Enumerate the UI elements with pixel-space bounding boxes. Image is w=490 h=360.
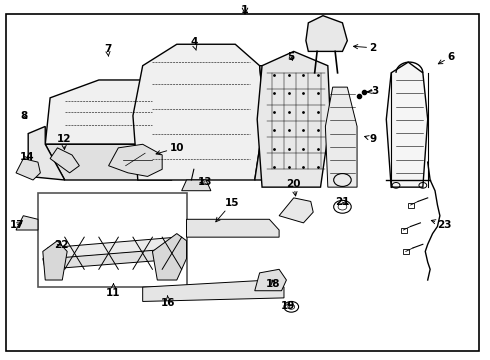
Text: 10: 10 [156, 143, 184, 155]
Text: 3: 3 [368, 86, 379, 96]
Text: 18: 18 [266, 279, 280, 289]
Text: 19: 19 [281, 301, 295, 311]
Text: 16: 16 [161, 296, 176, 308]
Polygon shape [16, 158, 40, 180]
Text: 20: 20 [287, 179, 301, 196]
Text: 14: 14 [20, 152, 34, 162]
Polygon shape [306, 16, 347, 51]
Bar [403, 249, 409, 254]
Text: 6: 6 [439, 52, 454, 64]
Text: 11: 11 [106, 284, 121, 297]
Polygon shape [255, 269, 287, 291]
Polygon shape [386, 62, 428, 187]
Polygon shape [182, 180, 211, 191]
Text: 13: 13 [198, 177, 212, 187]
Polygon shape [28, 126, 65, 180]
Polygon shape [143, 280, 284, 301]
Polygon shape [43, 248, 184, 269]
Polygon shape [45, 144, 172, 180]
Polygon shape [43, 241, 67, 280]
Text: 12: 12 [56, 134, 71, 149]
Text: 7: 7 [104, 44, 111, 57]
Text: 8: 8 [20, 111, 27, 121]
Bar [401, 228, 407, 233]
Polygon shape [50, 148, 79, 173]
Polygon shape [48, 237, 184, 258]
Text: 9: 9 [365, 134, 376, 144]
Text: 21: 21 [335, 197, 350, 207]
Text: 1: 1 [241, 5, 249, 15]
Bar [408, 203, 414, 208]
Polygon shape [152, 234, 187, 280]
Polygon shape [187, 219, 279, 237]
Polygon shape [255, 66, 274, 180]
Text: 5: 5 [288, 52, 295, 62]
Text: 4: 4 [190, 37, 197, 50]
Polygon shape [325, 87, 357, 187]
Polygon shape [45, 80, 167, 144]
Polygon shape [279, 198, 313, 223]
Text: 15: 15 [216, 198, 239, 222]
Polygon shape [257, 51, 330, 187]
Text: 22: 22 [54, 240, 69, 250]
Polygon shape [16, 216, 38, 230]
Polygon shape [109, 144, 162, 176]
Text: 23: 23 [431, 220, 452, 230]
Text: 2: 2 [353, 43, 376, 53]
Polygon shape [133, 44, 265, 180]
Text: 17: 17 [10, 220, 25, 230]
